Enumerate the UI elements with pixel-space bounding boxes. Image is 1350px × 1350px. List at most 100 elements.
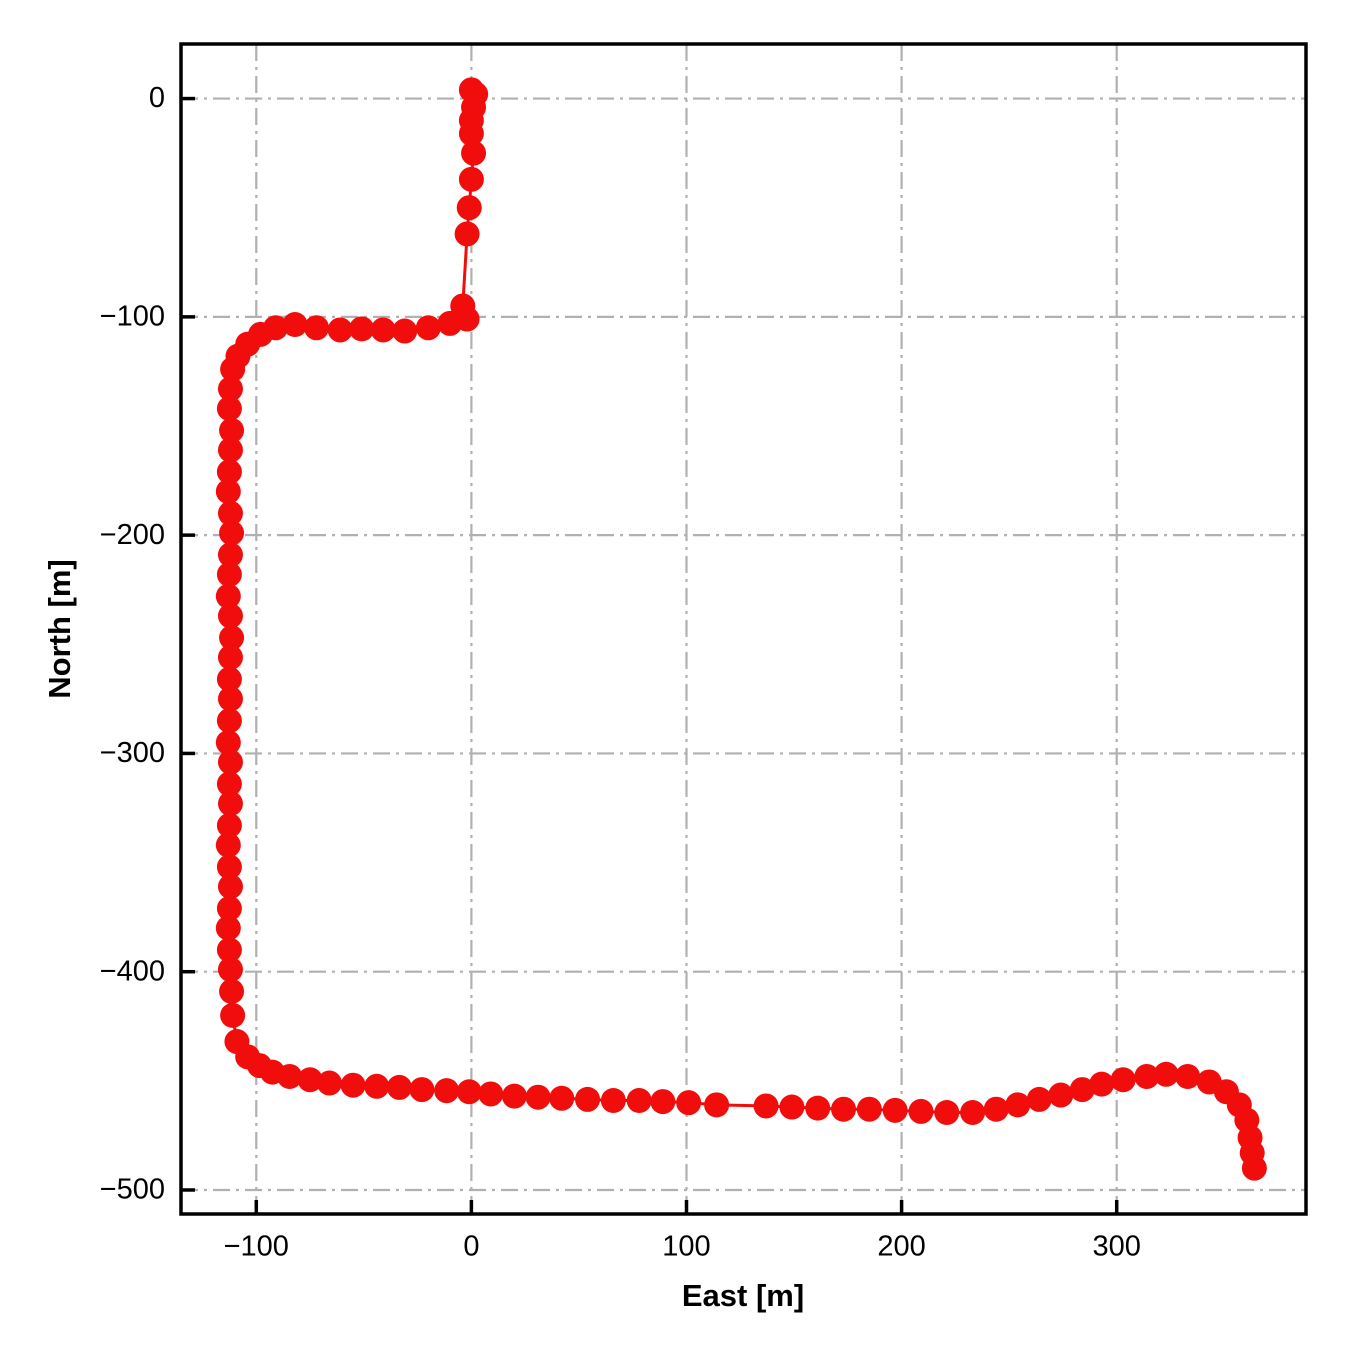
- trajectory-point: [216, 459, 242, 485]
- trajectory-point: [219, 978, 245, 1004]
- trajectory-point: [217, 500, 243, 526]
- trajectory-point: [370, 317, 396, 343]
- trajectory-point: [779, 1094, 805, 1120]
- trajectory-point: [217, 874, 243, 900]
- trajectory-point: [216, 812, 242, 838]
- y-tick-label: −200: [100, 519, 165, 551]
- trajectory-point: [983, 1096, 1009, 1122]
- x-tick-label: −100: [224, 1231, 289, 1263]
- trajectory-point: [220, 356, 246, 382]
- trajectory-point: [277, 1063, 303, 1089]
- trajectory-point: [364, 1073, 390, 1099]
- trajectory-point: [316, 1070, 342, 1096]
- trajectory-point: [216, 854, 242, 880]
- trajectory-point: [1005, 1092, 1031, 1118]
- trajectory-point: [217, 437, 243, 463]
- trajectory-point: [437, 310, 463, 336]
- trajectory-point: [217, 957, 243, 983]
- trajectory-point: [456, 195, 482, 221]
- trajectory-point: [1153, 1061, 1179, 1087]
- trajectory-point: [216, 895, 242, 921]
- trajectory-point: [934, 1099, 960, 1125]
- trajectory-point: [217, 542, 243, 568]
- x-tick-label: 0: [463, 1231, 479, 1263]
- trajectory-point: [626, 1087, 652, 1113]
- trajectory-point: [1175, 1063, 1201, 1089]
- axes-spines: [179, 42, 1308, 1216]
- trajectory-point: [217, 644, 243, 670]
- trajectory-point: [882, 1097, 908, 1123]
- trajectory-point: [600, 1087, 626, 1113]
- y-tick-label: −500: [100, 1174, 165, 1206]
- trajectory-point: [219, 520, 245, 546]
- trajectory-point: [340, 1072, 366, 1098]
- trajectory-point: [575, 1086, 601, 1112]
- trajectory-point: [1048, 1082, 1074, 1108]
- trajectory-point: [217, 686, 243, 712]
- trajectory-point: [831, 1096, 857, 1122]
- trajectory-point: [220, 1002, 246, 1028]
- trajectory-point: [215, 730, 241, 756]
- x-tick-label: 300: [1093, 1231, 1141, 1263]
- y-tick-label: −400: [100, 955, 165, 987]
- trajectory-point: [217, 791, 243, 817]
- trajectory-point: [216, 561, 242, 587]
- trajectory-point: [1089, 1071, 1115, 1097]
- trajectory-point: [650, 1089, 676, 1115]
- trajectory-point: [1241, 1155, 1267, 1181]
- trajectory-point: [349, 316, 375, 342]
- trajectory-point: [805, 1095, 831, 1121]
- y-tick-label: 0: [149, 82, 165, 114]
- x-tick-label: 100: [662, 1231, 710, 1263]
- trajectory-point: [458, 120, 484, 146]
- trajectory-point: [458, 166, 484, 192]
- y-tick-label: −100: [100, 301, 165, 333]
- trajectory-point: [501, 1083, 527, 1109]
- trajectory-point: [434, 1078, 460, 1104]
- trajectory-point: [215, 478, 241, 504]
- trajectory-point: [282, 311, 308, 337]
- trajectory-point: [219, 417, 245, 443]
- trajectory-point: [908, 1098, 934, 1124]
- trajectory-point: [386, 1074, 412, 1100]
- trajectory-point: [478, 1081, 504, 1107]
- trajectory-point: [461, 140, 487, 166]
- trajectory-point: [753, 1093, 779, 1119]
- trajectory-point: [409, 1077, 435, 1103]
- trajectory-point: [415, 315, 441, 341]
- trajectory-point: [327, 317, 353, 343]
- trajectory-point: [216, 771, 242, 797]
- trajectory-point: [304, 315, 330, 341]
- trajectory-point: [1110, 1067, 1136, 1093]
- trajectory-point: [704, 1092, 730, 1118]
- trajectory-point: [216, 666, 242, 692]
- x-axis-label: East [m]: [681, 1278, 805, 1313]
- trajectory-point: [1069, 1077, 1095, 1103]
- trajectory-point: [297, 1067, 323, 1093]
- y-axis-label: North [m]: [42, 559, 77, 699]
- trajectory-point: [217, 603, 243, 629]
- trajectory-point: [1134, 1063, 1160, 1089]
- trajectory-point: [392, 318, 418, 344]
- trajectory-point: [549, 1085, 575, 1111]
- trajectory-point: [216, 396, 242, 422]
- y-tick-label: −300: [100, 737, 165, 769]
- trajectory-point: [216, 937, 242, 963]
- trajectory-point: [676, 1090, 702, 1116]
- trajectory-line: [226, 88, 1256, 1169]
- trajectory-point: [454, 221, 480, 247]
- trajectory-point: [525, 1084, 551, 1110]
- trajectory-point: [217, 749, 243, 775]
- trajectory-point: [856, 1096, 882, 1122]
- trajectory-point: [960, 1099, 986, 1125]
- trajectory-point: [219, 625, 245, 651]
- trajectory-point: [215, 583, 241, 609]
- trajectory-point: [215, 832, 241, 858]
- trajectory-point: [1026, 1086, 1052, 1112]
- trajectory-point: [216, 708, 242, 734]
- trajectory-point: [217, 376, 243, 402]
- trajectory-point: [456, 1079, 482, 1105]
- x-tick-label: 200: [877, 1231, 925, 1263]
